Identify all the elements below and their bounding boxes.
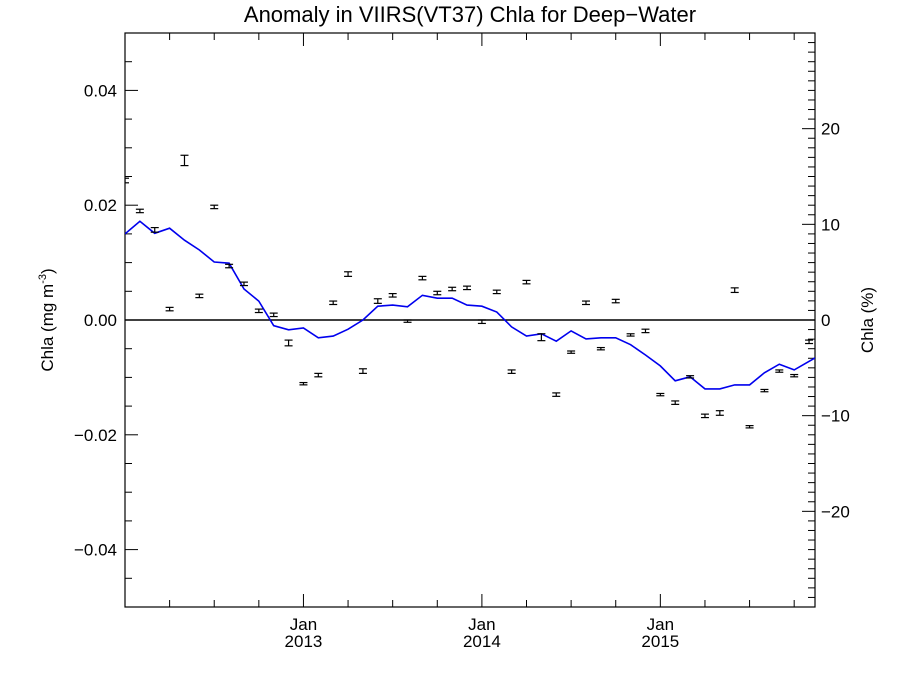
data-point xyxy=(581,300,590,306)
data-point xyxy=(790,373,799,378)
y-axis-label-text: Chla (mg m xyxy=(38,284,57,372)
y2-tick-label: −20 xyxy=(821,502,850,521)
data-point xyxy=(537,333,546,342)
data-point xyxy=(388,292,397,298)
data-point xyxy=(150,226,159,233)
series-points-anomaly xyxy=(125,154,814,429)
data-point xyxy=(567,350,576,354)
data-point xyxy=(805,339,814,345)
data-point xyxy=(715,410,724,416)
data-point xyxy=(671,400,680,405)
y-axis-label-superscript: -3 xyxy=(37,274,49,284)
data-point xyxy=(522,279,531,285)
data-point xyxy=(686,375,695,379)
plot-area xyxy=(125,154,815,429)
y-tick-label: −0.04 xyxy=(74,541,117,560)
y2-axis-label: Chla (%) xyxy=(858,287,877,353)
y2-tick-label: 0 xyxy=(821,311,830,330)
y-axis-label-close: ) xyxy=(38,268,57,274)
y-tick-label: 0.04 xyxy=(84,81,117,100)
data-point xyxy=(611,298,620,304)
data-point xyxy=(552,392,561,397)
data-point xyxy=(626,333,635,337)
x-tick-label-month: Jan xyxy=(468,615,495,634)
data-point xyxy=(433,290,442,296)
data-point xyxy=(210,204,219,210)
x-tick-label-year: 2014 xyxy=(463,632,501,651)
x-tick-label-month: Jan xyxy=(290,615,317,634)
data-point xyxy=(195,293,204,299)
data-point xyxy=(596,346,605,351)
data-point xyxy=(373,298,382,304)
ticks xyxy=(125,32,815,608)
data-point xyxy=(760,388,769,393)
data-point xyxy=(463,285,472,291)
y-tick-label: −0.02 xyxy=(74,426,117,445)
x-tick-label-month: Jan xyxy=(647,615,674,634)
y-tick-label: 0.02 xyxy=(84,196,117,215)
data-point xyxy=(492,289,501,295)
y-axis-label: Chla (mg m-3) xyxy=(37,268,57,371)
data-point xyxy=(165,306,174,312)
tick-labels: 0.040.020.00−0.02−0.0420100−10−20Jan2013… xyxy=(74,81,850,651)
data-point xyxy=(344,271,353,277)
data-point xyxy=(418,275,427,281)
data-point xyxy=(269,312,278,318)
data-point xyxy=(656,392,665,397)
data-point xyxy=(507,369,516,374)
data-point xyxy=(477,319,486,325)
x-tick-label-year: 2015 xyxy=(641,632,679,651)
data-point xyxy=(329,300,338,306)
y2-tick-label: −10 xyxy=(821,407,850,426)
data-point xyxy=(775,369,784,373)
data-point xyxy=(448,286,457,292)
data-point xyxy=(239,281,248,287)
y2-tick-label: 10 xyxy=(821,215,840,234)
data-point xyxy=(700,413,709,419)
data-point xyxy=(254,308,263,314)
chart-title: Anomaly in VIIRS(VT37) Chla for Deep−Wat… xyxy=(244,2,696,27)
data-point xyxy=(358,368,367,374)
data-point xyxy=(730,287,739,294)
data-point xyxy=(403,319,412,323)
data-point xyxy=(641,328,650,334)
data-point xyxy=(299,381,308,386)
series-line-running-mean xyxy=(125,220,815,390)
data-point xyxy=(135,208,144,214)
data-point xyxy=(180,154,189,167)
data-point xyxy=(284,339,293,347)
x-tick-label-year: 2013 xyxy=(285,632,323,651)
data-point xyxy=(745,425,754,429)
y-tick-label: 0.00 xyxy=(84,311,117,330)
y2-tick-label: 20 xyxy=(821,120,840,139)
data-point xyxy=(314,372,323,378)
data-point xyxy=(225,263,234,269)
data-point xyxy=(125,177,129,184)
